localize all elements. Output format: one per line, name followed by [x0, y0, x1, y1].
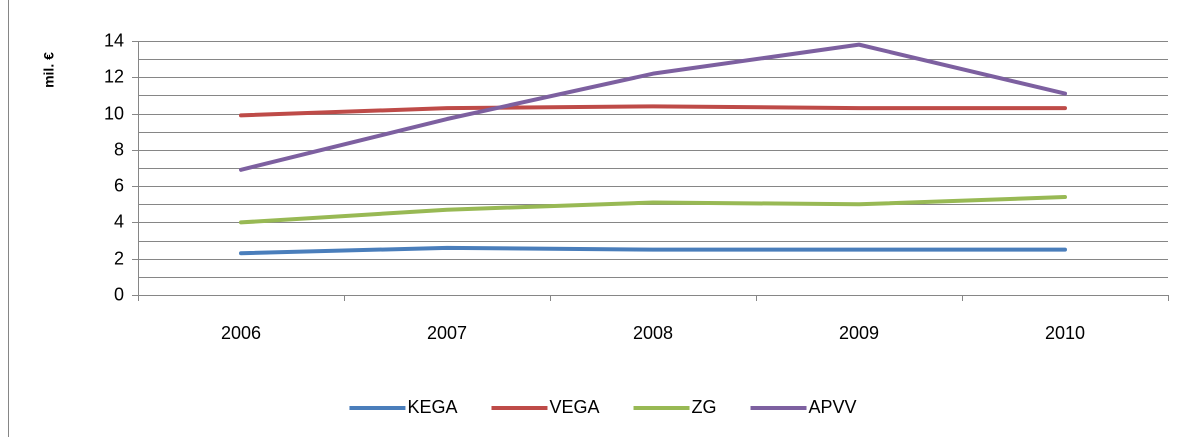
- y-axis-label: mil. €: [41, 52, 57, 88]
- series-line: [239, 195, 1067, 225]
- legend-label: ZG: [692, 397, 717, 417]
- series-line: [239, 104, 1067, 118]
- x-tick-label: 2007: [427, 323, 467, 343]
- series-line: [239, 42, 1067, 172]
- x-tick-label: 2009: [839, 323, 879, 343]
- series-line: [239, 245, 1067, 256]
- legend-label: VEGA: [549, 397, 599, 417]
- x-tick-label: 2006: [221, 323, 261, 343]
- y-tick-label: 2: [114, 248, 124, 268]
- legend-label: KEGA: [407, 397, 457, 417]
- y-tick-label: 0: [114, 284, 124, 304]
- chart-border: [8, 0, 9, 437]
- legend-label: APVV: [809, 397, 857, 417]
- y-tick-label: 8: [114, 139, 124, 159]
- y-tick-label: 12: [104, 66, 124, 86]
- y-tick-label: 6: [114, 175, 124, 195]
- y-tick-label: 14: [104, 30, 124, 50]
- y-tick-label: 10: [104, 103, 124, 123]
- y-tick-label: 4: [114, 211, 124, 231]
- x-tick-label: 2008: [633, 323, 673, 343]
- x-tick-label: 2010: [1045, 323, 1085, 343]
